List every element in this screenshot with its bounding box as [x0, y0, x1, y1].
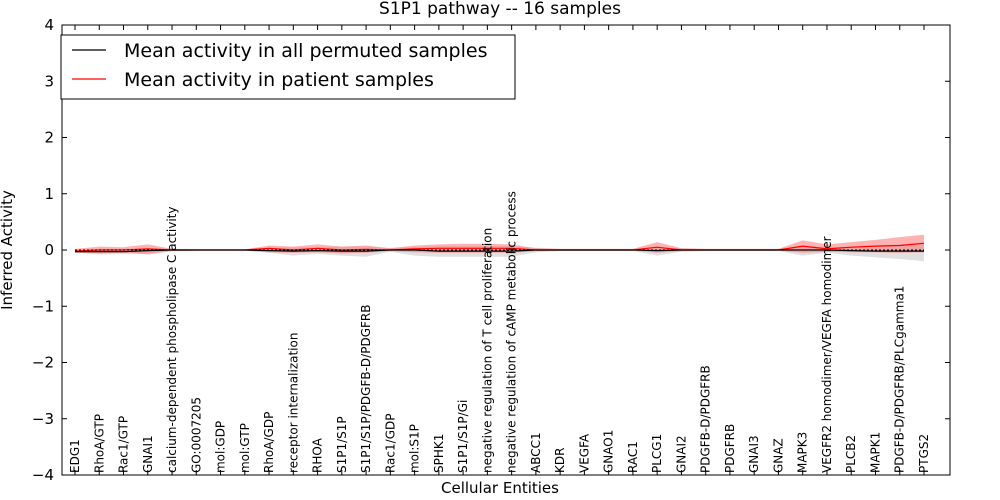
category-label: mol:GDP: [214, 421, 228, 473]
category-label: KDR: [553, 448, 567, 473]
category-label: Rac1/GDP: [383, 414, 397, 473]
category-label: GNAI1: [141, 435, 155, 473]
category-label: mol:S1P: [408, 424, 422, 473]
category-label: GNAO1: [602, 430, 616, 473]
y-tick-label: −1: [32, 297, 54, 315]
category-labels: EDG1 RhoA/GTP Rac1/GTP GNAI1 calcium-depende…: [68, 25, 931, 475]
category-label: MAPK3: [796, 432, 810, 473]
legend-label-patient: Mean activity in patient samples: [124, 69, 434, 91]
category-label: RAC1: [626, 441, 640, 473]
legend-box: [60, 34, 516, 100]
legend: Mean activity in all permuted samples Me…: [60, 34, 516, 100]
category-label: GNAI3: [747, 435, 761, 473]
y-tick-label: 4: [44, 16, 54, 34]
category-label: S1P1/S1P/Gi: [456, 400, 470, 473]
legend-label-permuted: Mean activity in all permuted samples: [124, 40, 487, 62]
chart-title: S1P1 pathway -- 16 samples: [379, 0, 621, 19]
series-lines: [74, 242, 925, 253]
y-tick-label: 3: [44, 72, 54, 90]
category-label: GO:0007205: [189, 397, 203, 473]
category-label: RhoA/GTP: [92, 414, 106, 473]
category-label: S1P1/S1P/PDGFB-D/PDGFRB: [359, 305, 373, 473]
category-label: MAPK1: [868, 432, 882, 473]
category-label: GNAI2: [674, 435, 688, 473]
y-tick-label: −3: [32, 410, 54, 428]
category-label: PTGS2: [917, 434, 931, 473]
category-label: RHOA: [311, 437, 325, 473]
category-label: PLCG1: [650, 434, 664, 473]
y-tick-label: −2: [32, 354, 54, 372]
category-label: receptor internalization: [286, 333, 300, 473]
category-label: PDGFRB: [723, 424, 737, 473]
category-label: ABCC1: [529, 432, 543, 473]
category-label: PDGFB-D/PDGFRB/PLCgamma1: [893, 286, 907, 473]
x-axis-label: Cellular Entities: [441, 479, 559, 497]
y-tick-label: 2: [44, 129, 54, 147]
category-label: PDGFB-D/PDGFRB: [699, 365, 713, 473]
category-label: negative regulation of T cell proliferat…: [480, 228, 494, 473]
category-label: Rac1/GTP: [117, 416, 131, 473]
y-ticks: −4 −3 −2 −1 0 1 2 3 4: [32, 16, 950, 484]
category-label: VEGFR2 homodimer/VEGFA homodimer: [820, 236, 834, 473]
y-axis-label: Inferred Activity: [0, 190, 16, 310]
category-label: GNAZ: [771, 438, 785, 473]
category-label: RhoA/GDP: [262, 412, 276, 473]
category-label: PLCB2: [844, 435, 858, 473]
category-label: calcium-dependent phospholipase C activi…: [165, 207, 179, 473]
category-label: VEGFA: [577, 433, 591, 473]
category-label: S1P1/S1P: [335, 416, 349, 473]
category-label: EDG1: [68, 439, 82, 473]
plot-frame: [61, 24, 951, 476]
y-tick-label: 1: [44, 185, 54, 203]
y-tick-label: 0: [44, 241, 54, 259]
y-tick-label: −4: [32, 466, 54, 484]
category-label: mol:GTP: [238, 423, 252, 473]
category-label: negative regulation of cAMP metabolic pr…: [505, 191, 519, 473]
category-label: SPHK1: [432, 434, 446, 473]
